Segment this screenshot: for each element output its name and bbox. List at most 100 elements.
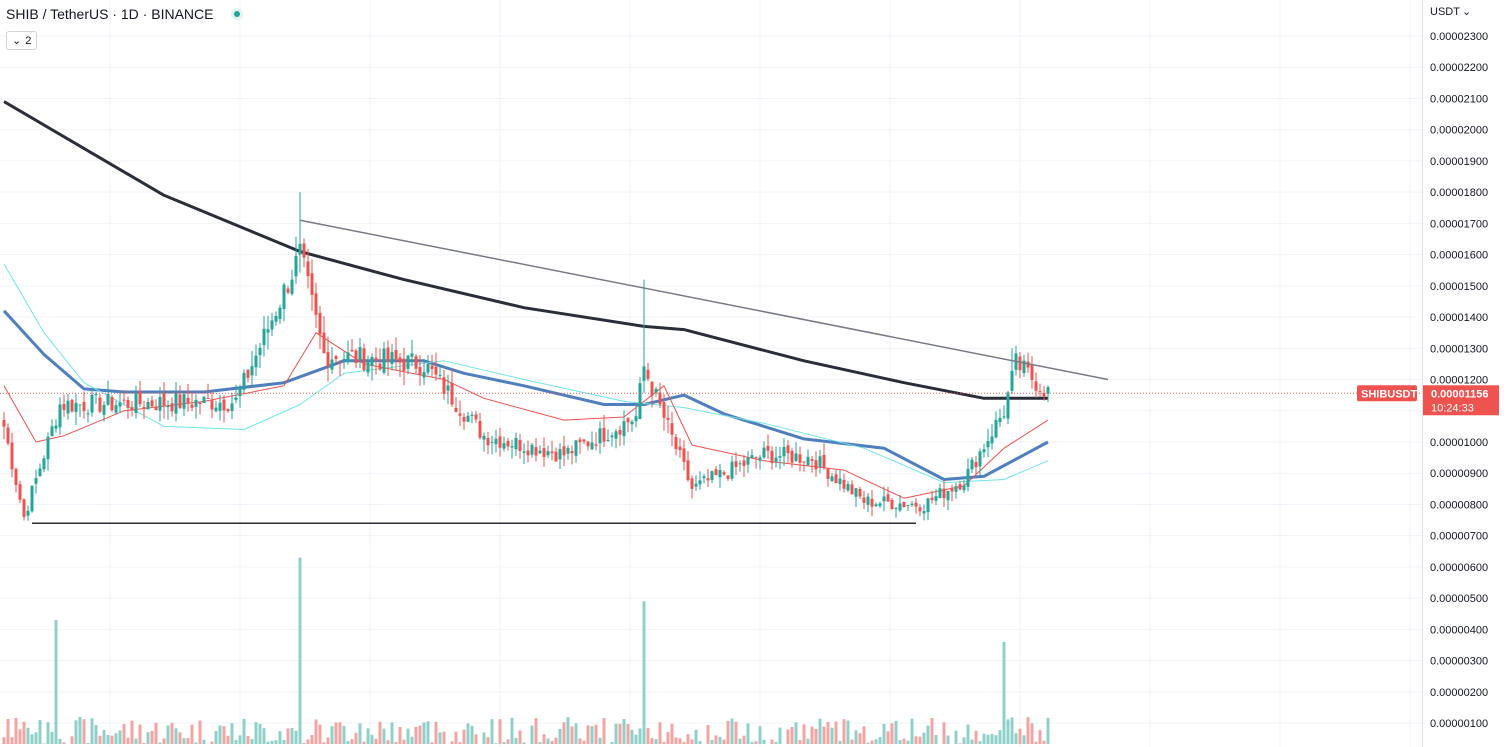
candle-body bbox=[222, 399, 226, 411]
candle-body bbox=[182, 394, 186, 409]
candle-body bbox=[22, 499, 26, 517]
volume-bar bbox=[294, 730, 298, 744]
volume-bar bbox=[22, 721, 26, 744]
price-axis-tick: 0.00000100 bbox=[1430, 718, 1488, 730]
candle-body bbox=[178, 394, 182, 408]
candle-body bbox=[126, 400, 130, 408]
indicators-collapse-button[interactable]: ⌄ 2 bbox=[6, 31, 38, 50]
volume-bar bbox=[326, 737, 330, 744]
volume-bar bbox=[322, 742, 326, 744]
volume-bar bbox=[770, 739, 774, 744]
volume-bar bbox=[698, 741, 702, 744]
candle-body bbox=[398, 357, 402, 363]
candle-body bbox=[98, 397, 102, 412]
volume-bar bbox=[134, 738, 138, 744]
volume-bar bbox=[434, 721, 438, 744]
volume-bar bbox=[646, 728, 650, 744]
volume-bar bbox=[594, 724, 598, 744]
candle-body bbox=[282, 284, 286, 310]
candle-body bbox=[570, 451, 574, 454]
volume-bar bbox=[178, 732, 182, 744]
candle-body bbox=[94, 393, 98, 395]
volume-bar bbox=[442, 731, 446, 744]
price-axis[interactable]: 0.00002300 0.00002200 0.00002100 0.00002000… bbox=[1430, 31, 1488, 730]
candle-body bbox=[546, 451, 550, 456]
candle-body bbox=[262, 328, 266, 346]
candle-body bbox=[706, 478, 710, 481]
volume-bar bbox=[342, 725, 346, 744]
candle-body bbox=[138, 390, 142, 405]
candle-body bbox=[958, 484, 962, 490]
candle-body bbox=[166, 405, 170, 408]
volume-bar bbox=[1030, 723, 1034, 744]
market-open-icon bbox=[231, 8, 244, 20]
volume-bar bbox=[10, 737, 14, 744]
candle-body bbox=[194, 399, 198, 407]
candle-body bbox=[46, 436, 50, 460]
price-axis-tick: 0.00000600 bbox=[1430, 562, 1488, 574]
candle-body bbox=[406, 355, 410, 369]
moving-average-line bbox=[3, 100, 1048, 400]
candle-body bbox=[854, 488, 858, 497]
candle-body bbox=[554, 451, 558, 462]
volume-bar bbox=[486, 737, 490, 744]
volume-bar bbox=[350, 739, 354, 744]
volume-bar bbox=[266, 741, 270, 744]
currency-selector[interactable]: USDT ⌄ bbox=[1430, 5, 1471, 19]
candle-body bbox=[998, 417, 1002, 423]
indicators-count: 2 bbox=[25, 34, 32, 47]
candle-body bbox=[818, 456, 822, 467]
candle-body bbox=[842, 479, 846, 489]
candle-body bbox=[146, 401, 150, 410]
volume-bar bbox=[882, 723, 886, 744]
candle-body bbox=[446, 385, 450, 391]
volume-bar bbox=[302, 743, 306, 744]
chevron-down-icon: ⌄ bbox=[12, 35, 22, 47]
candle-body bbox=[202, 396, 206, 404]
trendlines[interactable] bbox=[32, 219, 1109, 524]
candle-body bbox=[494, 438, 498, 445]
volume-bar bbox=[590, 726, 594, 744]
candle-body bbox=[322, 332, 326, 354]
price-axis-tick: 0.00001400 bbox=[1430, 312, 1488, 324]
volume-bar bbox=[910, 718, 914, 744]
candle-body bbox=[498, 436, 502, 448]
volume-bar bbox=[902, 738, 906, 744]
candle-body bbox=[950, 488, 954, 492]
candle-body bbox=[866, 496, 870, 505]
volume-bar bbox=[518, 730, 522, 744]
candle-body bbox=[470, 414, 474, 416]
candle-body bbox=[42, 458, 46, 470]
candle-body bbox=[462, 416, 466, 422]
candle-body bbox=[754, 457, 758, 459]
volume-bar bbox=[618, 723, 622, 744]
candle-body bbox=[722, 472, 726, 475]
candle-body bbox=[414, 356, 418, 369]
candle-body bbox=[38, 468, 42, 476]
candle-body bbox=[834, 474, 838, 484]
volume-bar bbox=[130, 720, 134, 744]
volume-bar bbox=[50, 731, 54, 744]
volume-bar bbox=[346, 741, 350, 744]
volume-bar bbox=[682, 741, 686, 744]
candle-body bbox=[1010, 370, 1014, 391]
volume-bar bbox=[226, 735, 230, 744]
volume-bar bbox=[546, 738, 550, 744]
volume-bar bbox=[806, 738, 810, 744]
candle-body bbox=[18, 484, 22, 500]
candle-body bbox=[378, 363, 382, 370]
candle-body bbox=[1002, 416, 1006, 418]
volume-bar bbox=[870, 740, 874, 744]
candle-body bbox=[242, 372, 246, 390]
volume-bar bbox=[598, 737, 602, 744]
volume-bar bbox=[90, 718, 94, 744]
candle-body bbox=[974, 461, 978, 468]
price-axis-tick: 0.00000700 bbox=[1430, 531, 1488, 543]
candle-body bbox=[1022, 360, 1026, 373]
candle-body bbox=[718, 469, 722, 478]
symbol-title[interactable]: SHIB / TetherUS · 1D · BINANCE bbox=[6, 6, 214, 22]
candle-body bbox=[438, 374, 442, 376]
volume-bar bbox=[54, 620, 58, 744]
candle-body bbox=[106, 394, 110, 405]
